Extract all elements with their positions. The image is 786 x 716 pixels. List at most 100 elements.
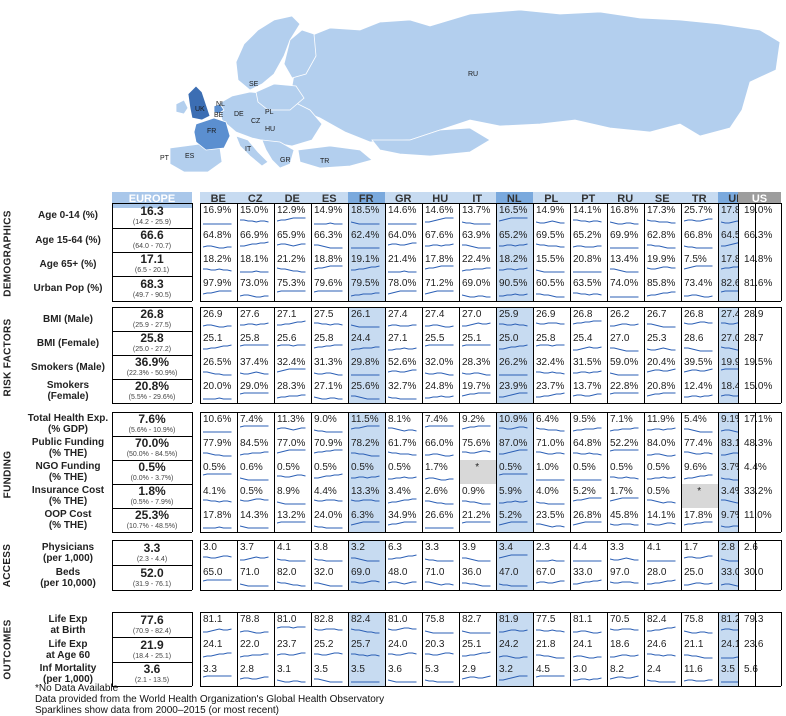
value-cell-nl: 90.5% — [496, 276, 533, 301]
sparkline-trend — [240, 583, 269, 587]
sparkline — [351, 425, 380, 430]
value-cell-pl: 69.5% — [533, 228, 570, 252]
sparkline-trend — [684, 394, 713, 398]
value-cell-pl: 77.5 — [533, 612, 570, 637]
value-cell-it: 82.7 — [459, 612, 496, 637]
sparkline — [240, 451, 269, 456]
value-text: 81.2 — [721, 614, 741, 625]
value-text: 77.0% — [277, 438, 306, 449]
value-cell-pl: 15.5% — [533, 252, 570, 276]
map-label-gr: GR — [280, 157, 291, 164]
value-cell-us: 28.7 — [738, 331, 781, 355]
sparkline — [425, 290, 454, 295]
row-divider — [112, 436, 192, 437]
sparkline-trend — [647, 427, 676, 431]
value-cell-es: 79.6% — [311, 276, 348, 301]
europe-value: 7.6% — [138, 412, 166, 426]
sparkline-trend — [203, 473, 232, 476]
sparkline — [277, 474, 306, 478]
sparkline-trend — [684, 428, 713, 433]
sparkline-trend — [277, 344, 306, 347]
value-cell-gr: 3.4% — [385, 484, 422, 508]
sparkline — [573, 497, 602, 502]
sparkline-trend — [462, 344, 491, 347]
column-divider — [112, 412, 113, 532]
sparkline — [610, 675, 639, 680]
sparkline-trend — [573, 320, 602, 325]
value-cell-tr: 7.5% — [681, 252, 718, 276]
value-cell-it: 69.0% — [459, 276, 496, 301]
value-text: 0.5% — [573, 462, 596, 473]
europe-value-cell: 77.6 (70.9 - 82.4) — [112, 612, 192, 637]
sparkline — [425, 630, 454, 634]
value-cell-hu: 71.0 — [422, 565, 459, 590]
value-text: 26.8 — [684, 309, 704, 320]
sparkline — [647, 323, 676, 328]
value-cell-pl: 4.5 — [533, 662, 570, 686]
sparkline-trend — [647, 579, 676, 585]
value-cell-be: 20.0% — [200, 379, 237, 403]
column-divider — [311, 203, 312, 301]
sparkline-trend — [314, 372, 343, 376]
sparkline-trend — [240, 556, 269, 561]
sparkline-trend — [425, 395, 454, 399]
column-divider — [422, 307, 423, 403]
sparkline-trend — [314, 525, 343, 529]
sparkline — [536, 654, 565, 659]
sparkline — [314, 449, 343, 454]
sparkline — [536, 293, 565, 298]
sparkline — [351, 681, 380, 683]
value-cell-pl: 71.0% — [533, 436, 570, 460]
sparkline-trend — [536, 371, 565, 375]
value-cell-gr: 64.0% — [385, 228, 422, 252]
value-cell-fr: 24.4 — [348, 331, 385, 355]
sparkline — [462, 425, 491, 430]
sparkline — [610, 628, 639, 631]
value-cell-be: 17.8% — [200, 508, 237, 532]
europe-value: 36.9% — [134, 355, 170, 369]
sparkline — [610, 497, 639, 502]
sparkline — [351, 395, 380, 400]
row-divider — [738, 686, 781, 687]
value-text: 22.0 — [240, 639, 260, 650]
value-text: 0.6% — [240, 462, 263, 473]
value-text: 3.0 — [203, 542, 217, 553]
sparkline — [425, 477, 454, 481]
value-cell-se: 85.8% — [644, 276, 681, 301]
value-text: 15.5% — [536, 254, 565, 265]
value-text: 16.5% — [499, 205, 528, 216]
value-text: 8.9% — [277, 486, 300, 497]
europe-value: 1.8% — [138, 484, 166, 498]
value-text: 25.7% — [684, 205, 713, 216]
value-text: * — [697, 486, 702, 497]
value-cell-cz: 22.0 — [237, 637, 274, 662]
sparkline-trend — [425, 324, 454, 328]
value-cell-cz: 29.0% — [237, 379, 274, 403]
value-cell-be: 4.1% — [200, 484, 237, 508]
sparkline — [499, 392, 528, 398]
value-cell-ru: 59.0% — [607, 355, 644, 379]
sparkline — [240, 583, 269, 587]
sparkline-trend — [647, 266, 676, 270]
value-cell-fr: 69.0 — [348, 565, 385, 590]
column-divider — [385, 307, 386, 403]
value-cell-de: 0.5% — [274, 460, 311, 484]
sparkline — [573, 579, 602, 585]
value-text: 13.2% — [277, 510, 306, 521]
sparkline — [499, 675, 528, 681]
value-text: 17.8% — [203, 510, 232, 521]
value-cell-be: 97.9% — [200, 276, 237, 301]
value-cell-tr: 21.1 — [681, 637, 718, 662]
sparkline — [203, 579, 232, 582]
value-text: 17.8% — [425, 254, 454, 265]
europe-value-cell: 16.3 (14.2 - 25.9) — [112, 203, 192, 228]
value-text: 3.5 — [721, 664, 735, 675]
section-top-rule — [738, 203, 781, 204]
section-top-rule — [200, 203, 755, 204]
row-label: Physicians (per 1,000) — [26, 540, 110, 565]
sparkline — [536, 344, 565, 347]
value-cell-it: 2.9 — [459, 662, 496, 686]
europe-value-cell: 3.6 (2.1 - 13.5) — [112, 662, 192, 686]
sparkline-trend — [610, 392, 639, 395]
us-value: 30.0 — [744, 567, 763, 578]
